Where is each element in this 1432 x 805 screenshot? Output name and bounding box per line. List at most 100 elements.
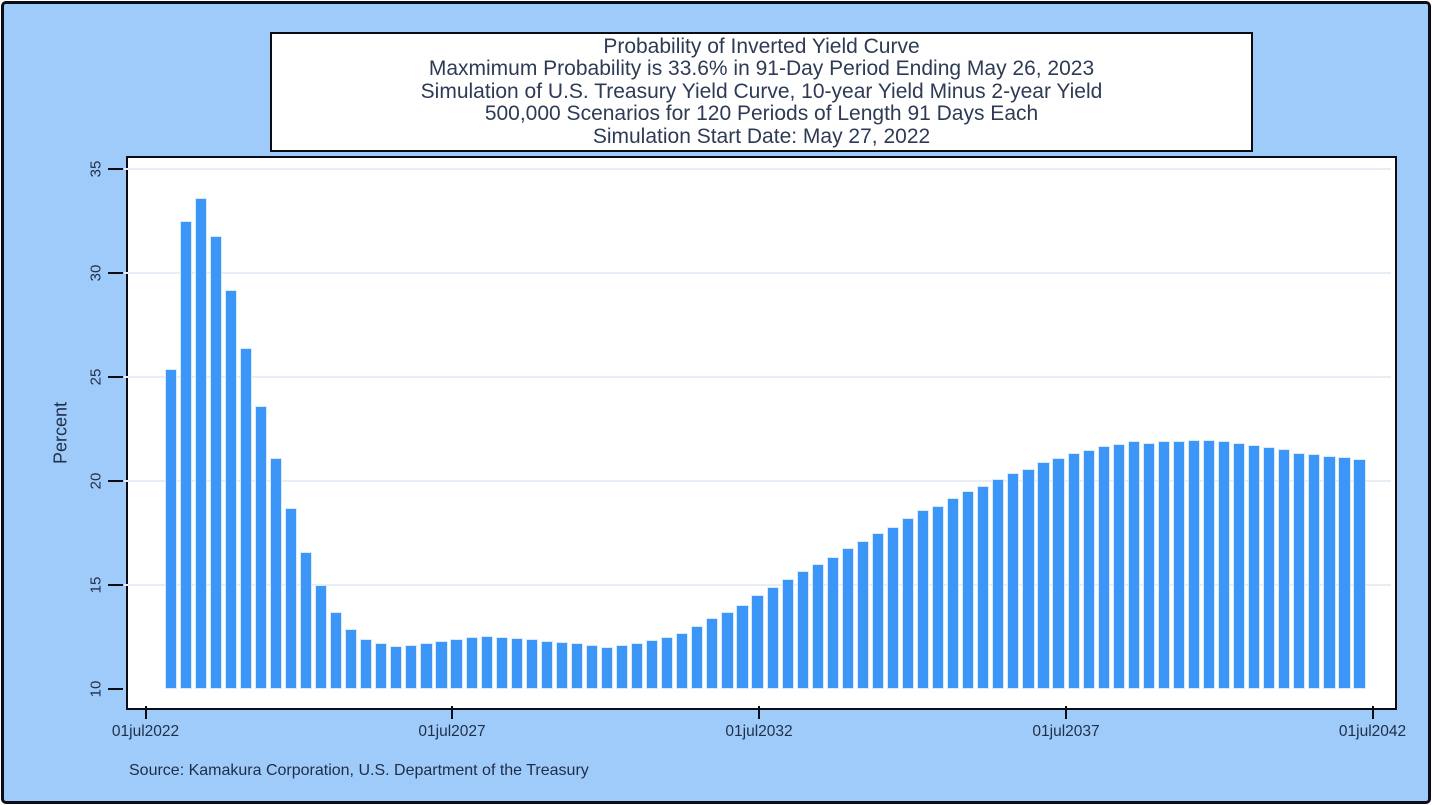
bar <box>1263 446 1276 689</box>
y-tick-label: 25 <box>87 368 105 386</box>
bar <box>736 604 749 689</box>
bar <box>1248 444 1261 689</box>
y-tick <box>108 480 123 482</box>
title-line-3: Simulation of U.S. Treasury Yield Curve,… <box>420 79 1103 103</box>
bar <box>871 533 885 689</box>
gridline-25 <box>124 376 1391 378</box>
bar <box>360 639 373 689</box>
bar <box>1278 448 1291 689</box>
y-tick <box>108 272 123 274</box>
bar <box>811 564 824 689</box>
bar <box>600 647 614 689</box>
source-note: Source: Kamakura Corporation, U.S. Depar… <box>129 762 589 779</box>
bar <box>179 221 192 689</box>
bar <box>209 235 222 689</box>
bar <box>691 625 704 689</box>
bar <box>450 639 463 689</box>
bar <box>1067 452 1080 689</box>
bar <box>555 642 568 689</box>
bar <box>631 643 644 689</box>
bar <box>1112 443 1125 689</box>
bar <box>1308 453 1321 689</box>
bar <box>1323 456 1336 689</box>
bar <box>1037 462 1050 689</box>
x-tick <box>758 706 760 719</box>
y-tick-label: 10 <box>87 680 105 698</box>
y-tick <box>108 688 123 690</box>
bar <box>796 571 809 689</box>
x-tick-label: 01jul2032 <box>725 723 793 740</box>
gridline-15 <box>124 584 1391 586</box>
chart-title-box: Probability of Inverted Yield Curve Maxm… <box>270 32 1253 152</box>
bar <box>585 645 599 689</box>
bar <box>1157 441 1170 689</box>
bar <box>1218 441 1231 689</box>
bar <box>315 585 328 689</box>
x-tick <box>1065 706 1067 719</box>
bar <box>1082 449 1095 689</box>
gridline-20 <box>124 480 1391 482</box>
bar <box>1022 468 1035 689</box>
bar <box>646 640 659 689</box>
bar <box>962 491 975 689</box>
bar <box>540 641 553 689</box>
x-tick-label: 01jul2037 <box>1032 723 1100 740</box>
bar <box>465 637 478 689</box>
x-tick-label: 01jul2022 <box>111 723 180 740</box>
bar <box>375 643 388 689</box>
bar <box>616 645 629 689</box>
y-tick-label: 15 <box>87 576 105 594</box>
bar <box>661 637 674 689</box>
bar <box>766 587 779 689</box>
bar <box>330 612 343 689</box>
bar <box>1293 452 1306 689</box>
y-tick-label: 30 <box>87 264 105 282</box>
y-axis-title: Percent <box>50 401 71 465</box>
y-tick-label: 35 <box>87 160 105 178</box>
bar <box>1097 445 1110 689</box>
bar <box>224 289 237 689</box>
bar <box>1338 457 1351 689</box>
bar <box>751 595 764 689</box>
x-tick <box>144 706 147 719</box>
bar <box>345 628 358 689</box>
bar <box>1142 442 1155 689</box>
bar <box>841 547 854 689</box>
bar <box>269 458 283 689</box>
bar <box>676 632 689 689</box>
bar <box>254 406 267 689</box>
bar <box>1007 472 1020 689</box>
bar <box>781 578 794 689</box>
bar <box>570 643 584 689</box>
bar <box>947 497 960 689</box>
bar <box>510 638 523 689</box>
bar <box>299 551 313 689</box>
bar <box>917 510 930 689</box>
gridline-35 <box>124 168 1391 170</box>
bar <box>1187 440 1201 689</box>
bar <box>1052 458 1065 689</box>
y-tick <box>108 584 123 586</box>
bar <box>284 508 298 689</box>
title-line-2: Maxmimum Probability is 33.6% in 91-Day … <box>428 57 1095 81</box>
bar <box>405 645 418 689</box>
x-tick-label: 01jul2027 <box>418 723 486 740</box>
bar <box>706 618 719 689</box>
bar <box>856 541 869 689</box>
bar <box>164 368 177 689</box>
bar <box>495 637 508 689</box>
x-tick-label: 01jul2042 <box>1338 723 1407 740</box>
bar <box>992 478 1005 689</box>
title-line-5: Simulation Start Date: May 27, 2022 <box>592 124 931 148</box>
bar <box>886 526 900 689</box>
bar <box>480 635 493 689</box>
x-tick <box>451 706 453 719</box>
bar <box>932 505 945 689</box>
bar <box>1353 459 1366 689</box>
y-tick <box>108 168 123 170</box>
title-line-1: Probability of Inverted Yield Curve <box>603 34 920 58</box>
bar <box>1127 441 1140 689</box>
bar <box>390 646 403 689</box>
